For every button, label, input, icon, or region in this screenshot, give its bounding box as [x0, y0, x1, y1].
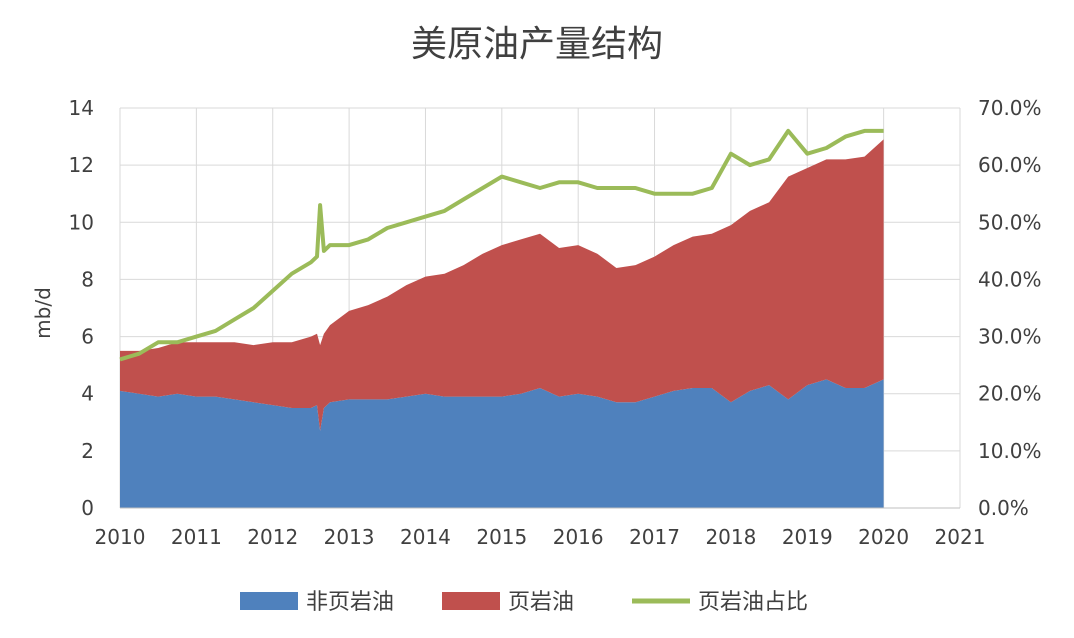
y2-tick-label: 70.0% [978, 96, 1042, 120]
y-tick-label: 8 [81, 267, 94, 291]
y-tick-label: 6 [81, 325, 94, 349]
legend-label-0: 非页岩油 [306, 590, 394, 615]
x-tick-label: 2011 [171, 525, 222, 549]
y2-tick-label: 60.0% [978, 153, 1042, 177]
y-tick-label: 14 [69, 96, 94, 120]
series-area-1 [120, 139, 884, 431]
y2-tick-label: 50.0% [978, 210, 1042, 234]
y-tick-label: 12 [69, 153, 94, 177]
y-tick-label: 4 [81, 382, 94, 406]
area-series [120, 139, 884, 508]
y-tick-label: 0 [81, 496, 94, 520]
y-axis-label: mb/d [31, 287, 55, 339]
y2-tick-label: 30.0% [978, 325, 1042, 349]
x-tick-label: 2018 [705, 525, 756, 549]
y-tick-label: 2 [81, 439, 94, 463]
chart-title: 美原油产量结构 [411, 24, 663, 65]
y-tick-label: 10 [69, 210, 94, 234]
x-tick-label: 2021 [935, 525, 986, 549]
x-tick-label: 2019 [782, 525, 833, 549]
y2-tick-label: 40.0% [978, 267, 1042, 291]
x-tick-label: 2020 [858, 525, 909, 549]
legend-swatch-1 [442, 592, 500, 610]
x-tick-label: 2015 [476, 525, 527, 549]
line-series [119, 128, 884, 362]
y2-tick-label: 0.0% [978, 496, 1029, 520]
x-tick-label: 2012 [247, 525, 298, 549]
axes: 2010 2011 2012 2013 2014 2015 2016 2017 2018 2019… [69, 96, 1042, 549]
x-tick-label: 2010 [95, 525, 146, 549]
x-tick-label: 2013 [324, 525, 375, 549]
y2-tick-label: 20.0% [978, 382, 1042, 406]
x-tick-label: 2017 [629, 525, 680, 549]
legend-swatch-0 [240, 592, 298, 610]
series-area-0 [120, 379, 884, 508]
legend: 非页岩油 页岩油 页岩油占比 [240, 590, 808, 615]
x-tick-label: 2014 [400, 525, 451, 549]
legend-label-2: 页岩油占比 [698, 590, 808, 615]
series-line-2 [119, 128, 884, 362]
legend-label-1: 页岩油 [508, 590, 574, 615]
y2-tick-label: 10.0% [978, 439, 1042, 463]
x-tick-label: 2016 [553, 525, 604, 549]
